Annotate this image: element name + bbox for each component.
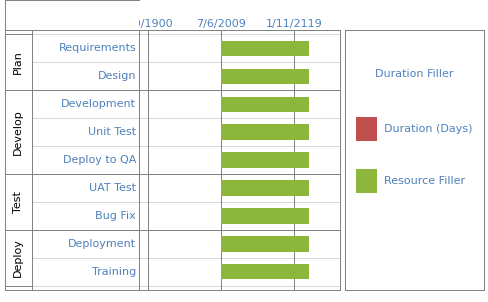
Bar: [221, 208, 308, 223]
Text: UAT Test: UAT Test: [89, 183, 136, 193]
Text: Duration Filler: Duration Filler: [374, 69, 453, 79]
Bar: [221, 124, 308, 140]
Bar: [221, 97, 308, 112]
Bar: [221, 153, 308, 168]
Text: Deployment: Deployment: [68, 239, 136, 249]
Text: Unit Test: Unit Test: [88, 127, 136, 137]
Text: Deploy: Deploy: [13, 238, 23, 277]
Text: Bug Fix: Bug Fix: [95, 211, 136, 221]
Bar: [221, 180, 308, 196]
FancyBboxPatch shape: [355, 117, 376, 140]
Bar: [221, 236, 308, 252]
Text: Test: Test: [13, 191, 23, 213]
FancyBboxPatch shape: [355, 169, 376, 193]
Text: Development: Development: [61, 99, 136, 109]
Bar: [221, 69, 308, 84]
Text: Design: Design: [98, 71, 136, 81]
Text: Resource Filler: Resource Filler: [383, 176, 464, 186]
Text: Plan: Plan: [13, 50, 23, 74]
Text: Deploy to QA: Deploy to QA: [62, 155, 136, 165]
Bar: [221, 264, 308, 279]
Text: Develop: Develop: [13, 109, 23, 155]
Text: Duration (Days): Duration (Days): [383, 124, 471, 134]
Text: Training: Training: [92, 267, 136, 277]
Bar: [221, 41, 308, 56]
Text: Requirements: Requirements: [58, 43, 136, 53]
